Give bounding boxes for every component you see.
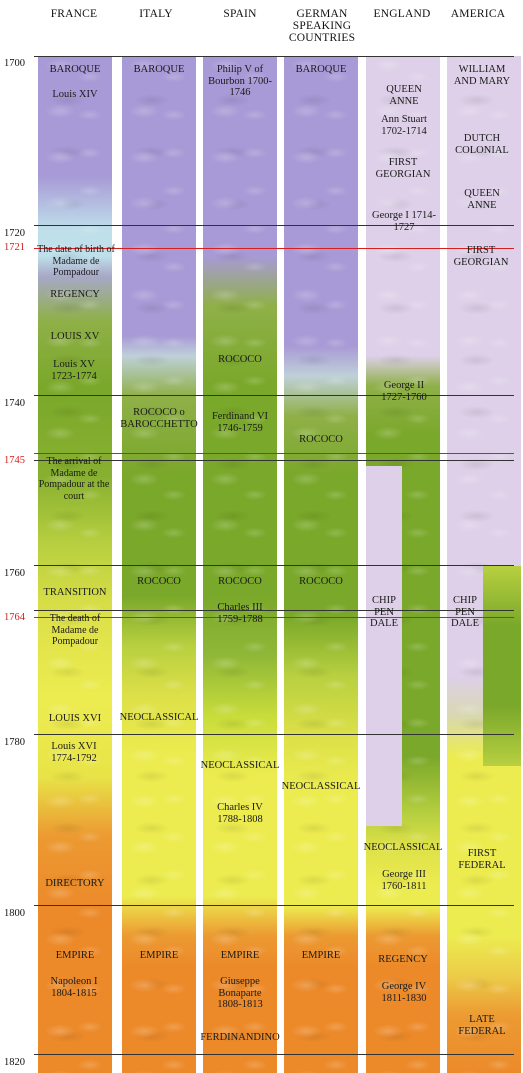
gridline-1762 [34,610,514,611]
america-late-federal: LATE FEDERAL [458,1014,506,1037]
year-1740: 1740 [4,398,25,409]
france-napoleon: Napoleon I 1804-1815 [50,976,98,999]
france-baroque: BAROQUE [49,64,101,75]
gridline-1764 [34,617,514,618]
gridline-1745b [34,460,514,461]
italy-empire: EMPIRE [139,950,179,961]
england-chippendale: CHIP PEN DALE [370,595,398,629]
year-1721: 1721 [4,242,25,253]
france-pompadour-arrival: The arrival of Madame de Pompadour at th… [38,456,110,502]
year-1800: 1800 [4,908,25,919]
spain-giuseppe: Giuseppe Bonaparte 1808-1813 [217,976,263,1010]
france-empire: EMPIRE [55,950,95,961]
england-george4: George IV 1811-1830 [381,981,427,1004]
spain-neoclassical: NEOCLASSICAL [200,760,280,771]
england-regency: REGENCY [378,954,428,965]
england-chippendale-band [366,466,402,826]
england-neoclassical: NEOCLASSICAL [363,842,443,853]
header-german: GERMAN SPEAKING COUNTRIES [280,8,364,44]
england-george1: George I 1714-1727 [372,210,436,233]
header-italy: ITALY [139,8,173,20]
spain-philip: Philip V of Bourbon 1700-1746 [208,64,272,98]
gridline-1800 [34,905,514,906]
spain-ferdinandino: FERDINANDINO [200,1032,280,1043]
france-pompadour-birth: The date of birth of Madame de Pompadour [37,244,115,278]
year-1780: 1780 [4,737,25,748]
german-rococo1: ROCOCO [299,434,343,445]
header-america: AMERICA [450,8,506,20]
german-rococo2: ROCOCO [299,576,343,587]
year-1700: 1700 [4,58,25,69]
america-dutch-colonial: DUTCH COLONIAL [455,133,509,156]
england-george2: George II 1727-1760 [381,380,427,403]
france-louis14: Louis XIV [52,89,98,100]
gridline-1700 [34,56,514,57]
gridline-1820 [34,1054,514,1055]
header-spain: SPAIN [223,8,257,20]
america-queen-anne: QUEEN ANNE [464,188,500,211]
gridline-1740 [34,395,514,396]
france-louis16: Louis XVI 1774-1792 [51,741,97,764]
america-chippendale: CHIP PEN DALE [451,595,479,629]
france-regency: REGENCY [50,289,100,300]
year-1764: 1764 [4,612,25,623]
france-pompadour-death: The death of Madame de Pompadour [49,613,101,647]
year-1745: 1745 [4,455,25,466]
england-george3: George III 1760-1811 [381,869,427,892]
spain-rococo2: ROCOCO [218,576,262,587]
america-chippendale-green [483,566,521,766]
italy-neoclassical: NEOCLASSICAL [119,712,199,723]
gridline-1745 [34,453,514,454]
italy-rococo: ROCOCO [137,576,181,587]
year-1760: 1760 [4,568,25,579]
france-louis15: Louis XV 1723-1774 [51,359,97,382]
england-first-georgian: FIRST GEORGIAN [375,157,431,180]
spain-empire: EMPIRE [220,950,260,961]
german-baroque: BAROQUE [295,64,347,75]
america-first-federal: FIRST FEDERAL [458,848,506,871]
gridline-1780 [34,734,514,735]
year-1720: 1720 [4,228,25,239]
spain-rococo1: ROCOCO [218,354,262,365]
france-transition: TRANSITION [43,587,107,598]
year-1820: 1820 [4,1057,25,1068]
gridline-1721 [34,248,514,249]
gridline-1760 [34,565,514,566]
header-german-text: GERMAN SPEAKING COUNTRIES [288,8,356,44]
gridline-1720 [34,225,514,226]
header-england: ENGLAND [373,8,431,20]
german-neoclassical: NEOCLASSICAL [281,781,361,792]
german-empire: EMPIRE [301,950,341,961]
spain-charles4: Charles IV 1788-1808 [217,802,263,825]
france-louis16-style: LOUIS XVI [48,713,102,724]
italy-rococo-barocchetto: ROCOCO o BAROCCHETTO [120,407,198,430]
italy-baroque: BAROQUE [133,64,185,75]
france-louis15-style: LOUIS XV [50,331,100,342]
spain-charles3: Charles III 1759-1788 [217,602,263,625]
america-william-mary: WILLIAM AND MARY [453,64,511,87]
spain-ferdinand: Ferdinand VI 1746-1759 [211,411,269,434]
america-first-georgian: FIRST GEORGIAN [453,245,509,268]
england-anne-stuart: Ann Stuart 1702-1714 [381,114,427,137]
header-france: FRANCE [50,8,98,20]
england-queen-anne: QUEEN ANNE [386,84,422,107]
france-directory: DIRECTORY [45,878,105,889]
